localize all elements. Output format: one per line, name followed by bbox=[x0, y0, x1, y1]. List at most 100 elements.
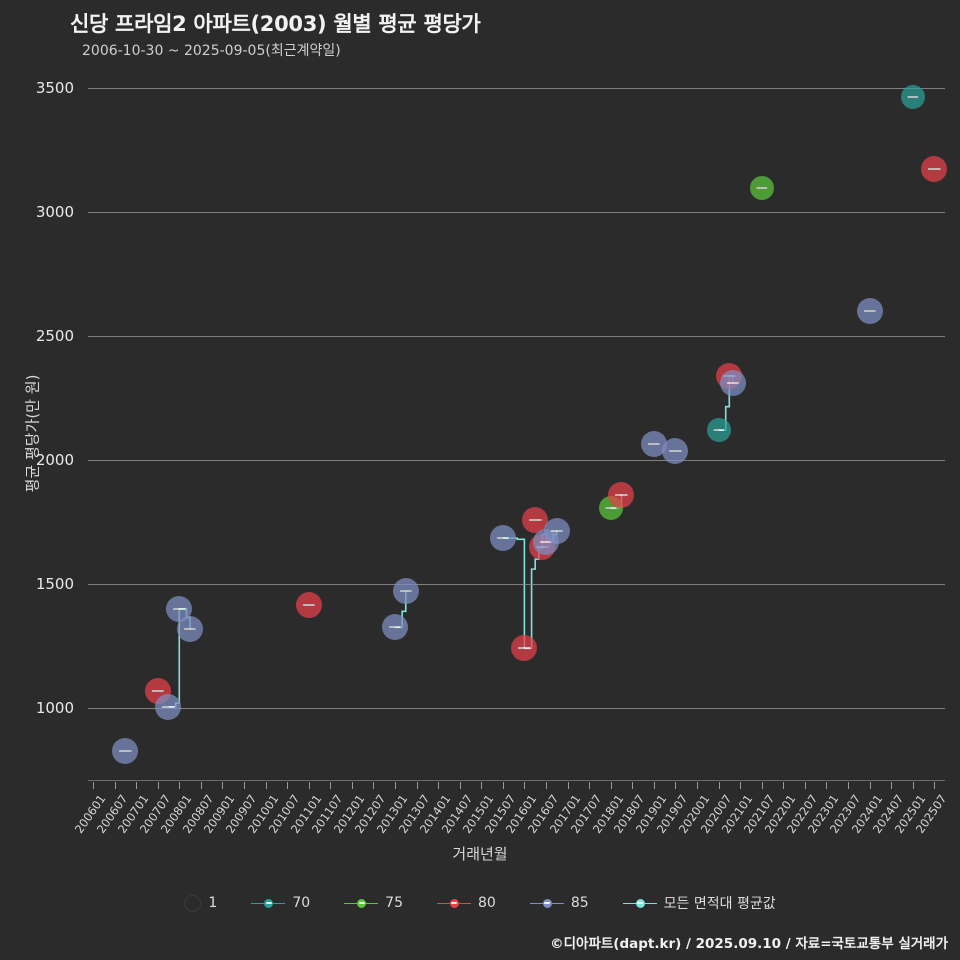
legend-line-icon bbox=[251, 895, 286, 912]
data-point[interactable] bbox=[511, 635, 538, 662]
x-axis-tick bbox=[675, 782, 677, 789]
data-point[interactable] bbox=[392, 578, 419, 605]
x-axis-line bbox=[88, 780, 945, 781]
data-point[interactable] bbox=[749, 176, 774, 201]
x-axis-tick bbox=[502, 782, 504, 789]
chart-legend: 1 70 75 80 85 모든 면적대 평균값 bbox=[0, 893, 960, 913]
average-line-series bbox=[168, 374, 734, 708]
x-axis-tick bbox=[589, 782, 591, 789]
legend-item-5[interactable]: 85 bbox=[529, 895, 589, 912]
data-point[interactable] bbox=[706, 418, 731, 443]
data-point[interactable] bbox=[856, 298, 883, 325]
average-endpoint bbox=[384, 616, 406, 638]
x-axis-tick bbox=[869, 782, 871, 789]
x-axis-tick bbox=[200, 782, 202, 789]
legend-line-marker bbox=[357, 898, 367, 908]
x-axis-tick bbox=[545, 782, 547, 789]
x-axis-tick bbox=[847, 782, 849, 789]
y-axis-tick-label: 2000 bbox=[35, 451, 74, 469]
page-title: 신당 프라임2 아파트(2003) 월별 평균 평당가 bbox=[70, 12, 481, 36]
x-axis-tick bbox=[610, 782, 612, 789]
gridline bbox=[88, 88, 945, 89]
x-axis-tick bbox=[524, 782, 526, 789]
x-axis-tick bbox=[826, 782, 828, 789]
x-axis-tick bbox=[912, 782, 914, 789]
x-axis-tick bbox=[416, 782, 418, 789]
data-point[interactable] bbox=[112, 738, 139, 765]
legend-item-3[interactable]: 75 bbox=[344, 895, 403, 912]
data-point[interactable] bbox=[155, 693, 182, 720]
data-point-marker bbox=[529, 518, 542, 521]
x-axis-tick bbox=[93, 782, 94, 789]
average-endpoint bbox=[157, 696, 179, 718]
data-point-marker bbox=[151, 689, 164, 692]
y-axis-tick-label: 1500 bbox=[35, 575, 74, 593]
y-axis-tick-label: 1000 bbox=[35, 699, 74, 717]
legend-line-marker bbox=[264, 898, 274, 908]
legend-line-marker bbox=[542, 898, 552, 908]
data-point-marker bbox=[183, 627, 197, 630]
legend-item-1[interactable]: 1 bbox=[184, 894, 217, 912]
average-endpoint bbox=[600, 497, 622, 519]
data-point-marker bbox=[388, 626, 402, 629]
data-point-marker bbox=[669, 450, 682, 453]
x-axis-tick bbox=[265, 782, 267, 789]
data-point[interactable] bbox=[719, 370, 746, 397]
data-point-marker bbox=[302, 604, 315, 607]
x-axis-tick bbox=[740, 782, 742, 789]
x-axis-tick bbox=[114, 782, 116, 789]
data-point-marker bbox=[173, 607, 186, 610]
x-axis-tick bbox=[330, 782, 332, 789]
y-axis-tick-label: 3500 bbox=[35, 79, 74, 97]
gridline bbox=[88, 708, 945, 709]
data-point-marker bbox=[755, 187, 768, 190]
x-axis-label: 거래년월 bbox=[452, 845, 508, 863]
x-axis-tick bbox=[287, 782, 289, 789]
x-axis-tick bbox=[136, 782, 138, 789]
data-point-marker bbox=[550, 529, 563, 532]
data-point-marker bbox=[119, 750, 132, 753]
legend-line-icon bbox=[344, 895, 379, 912]
data-point[interactable] bbox=[662, 438, 689, 465]
data-point[interactable] bbox=[177, 615, 204, 642]
data-point-marker bbox=[928, 167, 941, 170]
legend-label: 85 bbox=[570, 895, 589, 911]
x-axis-tick bbox=[718, 782, 720, 789]
data-point-marker bbox=[712, 429, 725, 432]
gridline bbox=[88, 460, 945, 461]
data-point[interactable] bbox=[900, 84, 925, 109]
data-point[interactable] bbox=[543, 517, 570, 544]
y-axis-tick-label: 2500 bbox=[35, 327, 74, 345]
legend-label: 모든 면적대 평균값 bbox=[663, 896, 776, 912]
data-point-marker bbox=[539, 540, 553, 543]
legend-item-2[interactable]: 70 bbox=[251, 895, 310, 912]
plot-area: 평균 평당가(만 원) 1000 1500 2000 2500 3000 3500 bbox=[24, 70, 948, 780]
x-axis-tick bbox=[481, 782, 483, 789]
x-axis-tick bbox=[653, 782, 655, 789]
data-point-marker bbox=[399, 590, 412, 593]
legend-line-marker bbox=[449, 898, 459, 908]
legend-item-6[interactable]: 모든 면적대 평균값 bbox=[622, 893, 776, 913]
y-axis-tick-label: 3000 bbox=[35, 203, 74, 221]
x-axis-tick bbox=[761, 782, 763, 789]
gridline bbox=[88, 584, 945, 585]
footer-credit: ©디아파트(dapt.kr) / 2025.09.10 / 자료=국토교통부 실… bbox=[550, 936, 948, 952]
x-axis-tick bbox=[891, 782, 893, 789]
x-axis-tick bbox=[308, 782, 310, 789]
data-point[interactable] bbox=[381, 614, 408, 641]
legend-label: 75 bbox=[385, 895, 403, 911]
data-point[interactable] bbox=[295, 592, 322, 619]
x-axis-tick bbox=[438, 782, 440, 789]
legend-dot-icon bbox=[184, 894, 202, 912]
data-point[interactable] bbox=[608, 481, 635, 508]
legend-label: 80 bbox=[477, 895, 496, 911]
data-point[interactable] bbox=[921, 155, 948, 182]
legend-item-4[interactable]: 80 bbox=[436, 895, 496, 912]
page-subtitle: 2006-10-30 ~ 2025-09-05(최근계약일) bbox=[82, 43, 341, 59]
data-point-marker bbox=[162, 705, 175, 708]
average-endpoint bbox=[708, 419, 730, 441]
data-point-marker bbox=[604, 507, 617, 510]
x-axis-tick bbox=[222, 782, 224, 789]
data-point[interactable] bbox=[489, 525, 516, 552]
x-axis-tick bbox=[632, 782, 634, 789]
